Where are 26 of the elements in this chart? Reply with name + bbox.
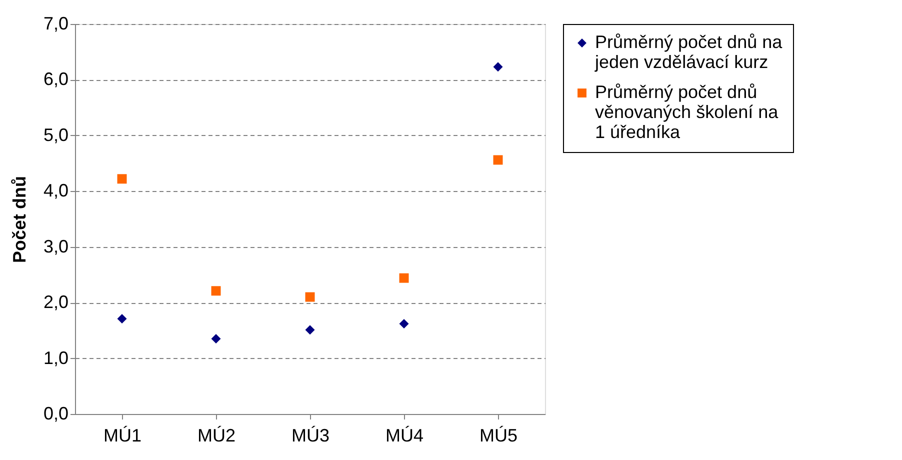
legend-label: Průměrný počet dnů na jeden vzdělávací kurz: [594, 32, 784, 72]
point: [493, 62, 503, 72]
point: [399, 319, 409, 328]
y-tick-label: 6,0: [43, 69, 68, 90]
point: [211, 334, 221, 344]
x-tick-label: MÚ1: [103, 426, 142, 446]
x-tick-label: MÚ3: [291, 426, 330, 446]
y-tick-label: 0,0: [43, 404, 68, 424]
x-tick-label: MÚ4: [385, 426, 424, 446]
y-tick-label: 5,0: [43, 124, 68, 145]
y-tick-label: 3,0: [43, 236, 68, 256]
y-tick-label: 7,0: [43, 14, 68, 34]
point: [493, 155, 503, 165]
point: [399, 273, 409, 283]
point: [117, 314, 127, 324]
point: [117, 174, 127, 184]
y-axis-title: Počet dnů: [9, 176, 30, 264]
legend-label: Průměrný počet dnů věnovaných školení na 1 úředníka: [595, 82, 780, 142]
point: [305, 292, 315, 302]
x-tick-label: MÚ2: [197, 426, 236, 446]
y-tick-label: 2,0: [43, 292, 68, 312]
y-tick-label: 4,0: [43, 180, 68, 201]
point: [211, 286, 221, 296]
y-tick-label: 1,0: [43, 348, 68, 368]
point: [305, 325, 315, 335]
x-tick-label: MÚ5: [479, 426, 518, 446]
